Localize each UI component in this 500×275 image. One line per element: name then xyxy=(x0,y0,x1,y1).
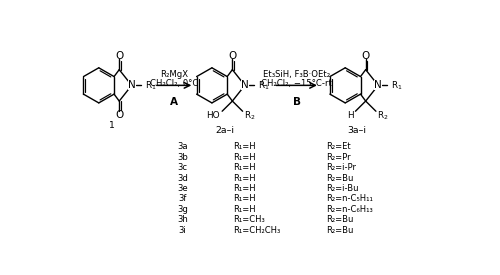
Text: R₁=H: R₁=H xyxy=(233,194,256,204)
Text: R$_2$: R$_2$ xyxy=(244,110,256,122)
Text: Et₃SiH, F₃B·OEt₂: Et₃SiH, F₃B·OEt₂ xyxy=(263,70,330,79)
Text: N: N xyxy=(374,80,382,90)
Text: R₂=Bu: R₂=Bu xyxy=(326,226,353,235)
Text: 1: 1 xyxy=(108,121,114,130)
Text: 3d: 3d xyxy=(177,174,188,183)
Text: R₁=H: R₁=H xyxy=(233,142,256,152)
Text: A: A xyxy=(170,97,178,107)
Text: 3f: 3f xyxy=(178,194,187,204)
Text: R₁=H: R₁=H xyxy=(233,205,256,214)
Text: R₂MgX: R₂MgX xyxy=(160,70,188,79)
Text: 3a–i: 3a–i xyxy=(348,125,366,134)
Text: B: B xyxy=(292,97,300,107)
Text: R₂=Pr: R₂=Pr xyxy=(326,153,350,162)
Text: 3g: 3g xyxy=(177,205,188,214)
Text: R₁=CH₃: R₁=CH₃ xyxy=(233,215,265,224)
Text: R₂=i-Pr: R₂=i-Pr xyxy=(326,163,356,172)
Text: R₂=n-C₆H₁₃: R₂=n-C₆H₁₃ xyxy=(326,205,373,214)
Text: R₂=n-C₅H₁₁: R₂=n-C₅H₁₁ xyxy=(326,194,373,204)
Text: R$_1$: R$_1$ xyxy=(145,79,156,92)
Text: O: O xyxy=(115,110,124,120)
Text: CH₂Cl₂, −15°C-rt: CH₂Cl₂, −15°C-rt xyxy=(261,79,332,88)
Text: O: O xyxy=(228,51,236,61)
Text: 3i: 3i xyxy=(179,226,186,235)
Text: R$_2$: R$_2$ xyxy=(378,110,389,122)
Text: CH₂Cl₂, 0°C: CH₂Cl₂, 0°C xyxy=(150,79,198,88)
Text: 3e: 3e xyxy=(178,184,188,193)
Text: R₁=H: R₁=H xyxy=(233,174,256,183)
Text: N: N xyxy=(241,80,248,90)
Text: R₁=H: R₁=H xyxy=(233,184,256,193)
Text: 3a: 3a xyxy=(178,142,188,152)
Text: 3h: 3h xyxy=(177,215,188,224)
Text: 3c: 3c xyxy=(178,163,188,172)
Text: R₂=i-Bu: R₂=i-Bu xyxy=(326,184,358,193)
Text: O: O xyxy=(362,51,370,61)
Text: N: N xyxy=(128,80,136,90)
Text: R₂=Et: R₂=Et xyxy=(326,142,350,152)
Text: R$_1$: R$_1$ xyxy=(258,79,270,92)
Text: R₂=Bu: R₂=Bu xyxy=(326,215,353,224)
Text: 3b: 3b xyxy=(177,153,188,162)
Text: R₁=H: R₁=H xyxy=(233,153,256,162)
Text: R₂=Bu: R₂=Bu xyxy=(326,174,353,183)
Text: O: O xyxy=(115,51,124,61)
Text: H: H xyxy=(348,111,354,120)
Text: R₁=CH₂CH₃: R₁=CH₂CH₃ xyxy=(233,226,280,235)
Text: R₁=H: R₁=H xyxy=(233,163,256,172)
Text: R$_1$: R$_1$ xyxy=(392,79,403,92)
Text: HO: HO xyxy=(206,111,220,120)
Text: 2a–i: 2a–i xyxy=(216,125,235,134)
